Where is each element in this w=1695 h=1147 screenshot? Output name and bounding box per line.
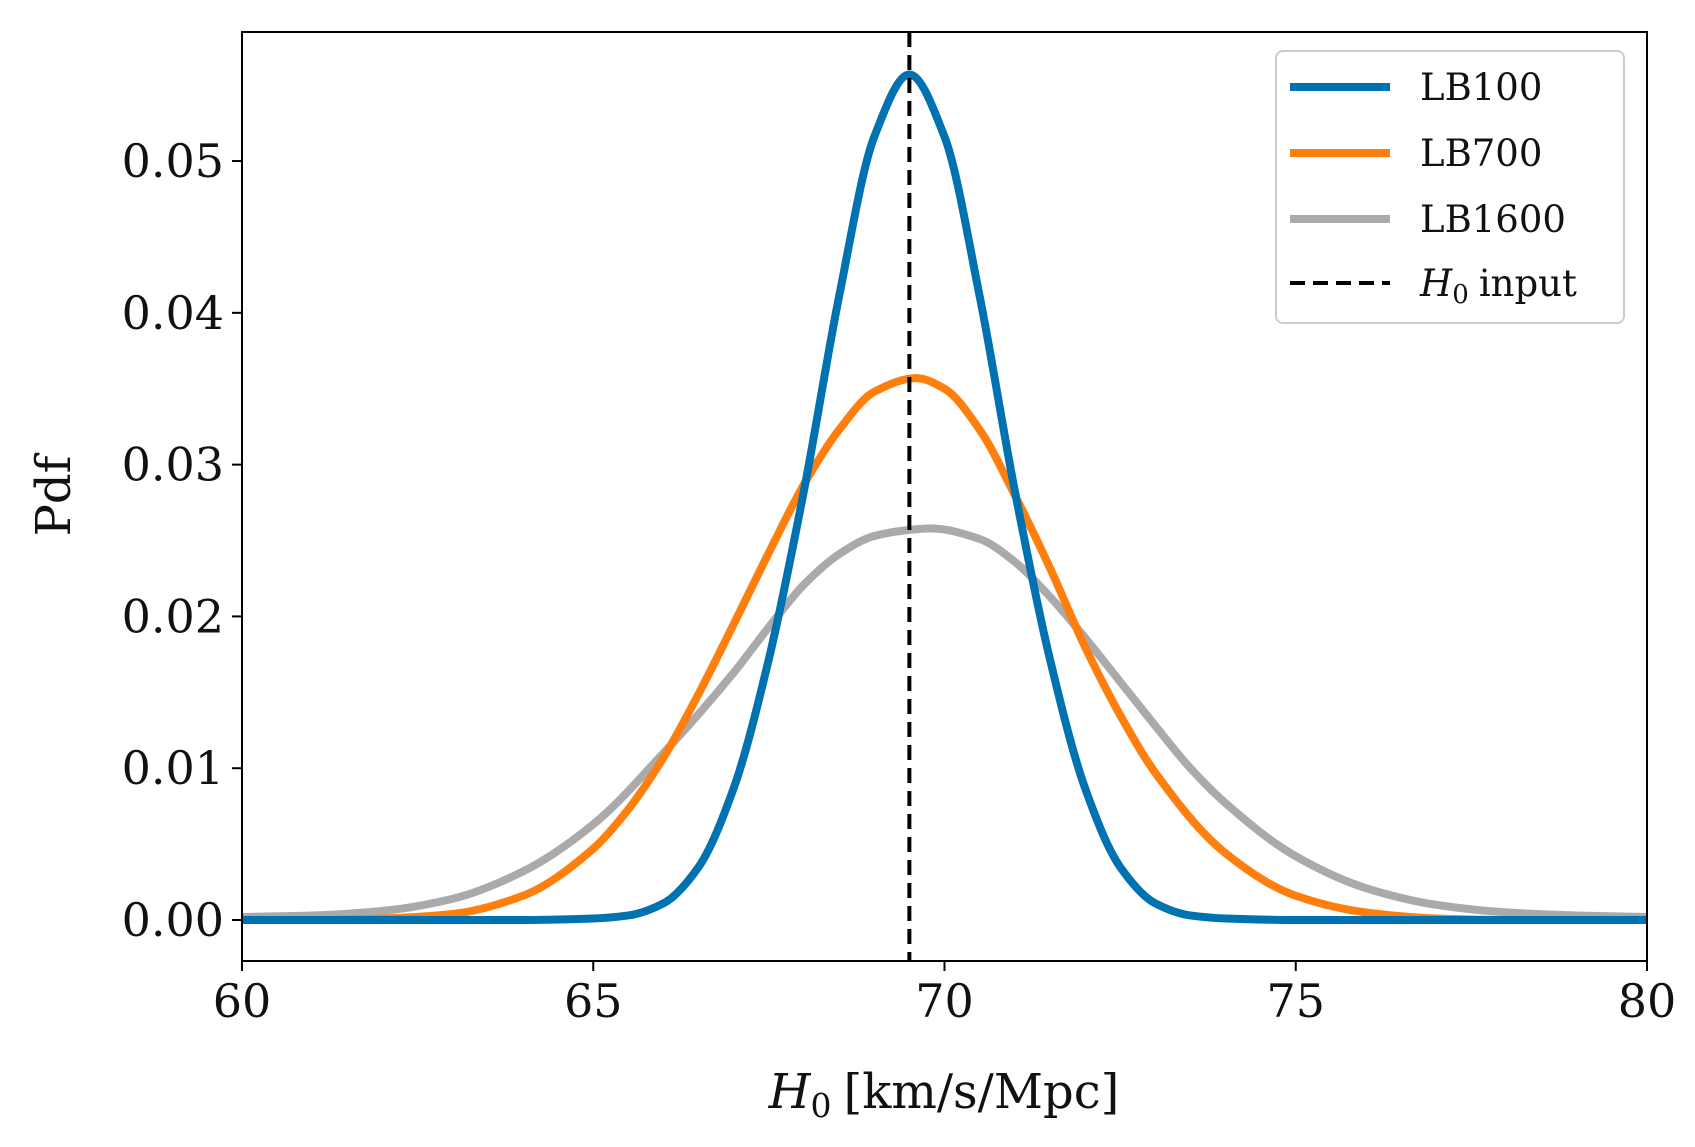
series-line-lb700 <box>242 374 1647 925</box>
y-tick-label: 0.04 <box>122 286 224 340</box>
plot-frame <box>241 31 1648 962</box>
legend-h0-subscript: 0 <box>1452 280 1469 310</box>
y-tick-label: 0.03 <box>122 438 224 492</box>
y-tick-label: 0.00 <box>122 893 224 947</box>
pdf-curves <box>242 70 1647 925</box>
legend: LB100 LB700 LB1600 H0 input <box>1275 50 1625 324</box>
legend-label-h0-input: H0 input <box>1419 262 1577 310</box>
x-tick-label: 80 <box>1618 974 1677 1028</box>
y-axis-ticks: 0.00 0.01 0.02 0.03 0.04 0.05 <box>122 134 242 947</box>
x-axis-label-units: [km/s/Mpc] <box>844 1064 1120 1120</box>
legend-h0-symbol: H <box>1419 262 1453 305</box>
legend-label-lb1600: LB1600 <box>1420 198 1566 241</box>
x-axis-label-subscript: 0 <box>811 1086 832 1125</box>
legend-label-lb100: LB100 <box>1420 66 1542 109</box>
x-axis-ticks: 60 65 70 75 80 <box>213 961 1677 1028</box>
x-tick-label: 70 <box>915 974 974 1028</box>
x-axis-label: H0 [km/s/Mpc] <box>768 1064 1120 1125</box>
series-line-lb100 <box>242 70 1647 925</box>
y-tick-label: 0.02 <box>122 589 224 643</box>
x-tick-label: 65 <box>564 974 623 1028</box>
y-tick-label: 0.05 <box>122 134 224 188</box>
y-axis-label: Pdf <box>26 452 82 536</box>
x-tick-label: 60 <box>213 974 272 1028</box>
series-line-lb1600 <box>242 524 1647 921</box>
legend-box <box>1275 50 1625 324</box>
y-tick-label: 0.01 <box>122 741 224 795</box>
legend-label-lb700: LB700 <box>1420 132 1542 175</box>
x-axis-label-symbol: H <box>768 1064 812 1120</box>
x-tick-label: 75 <box>1266 974 1325 1028</box>
legend-h0-rest: input <box>1479 262 1577 305</box>
